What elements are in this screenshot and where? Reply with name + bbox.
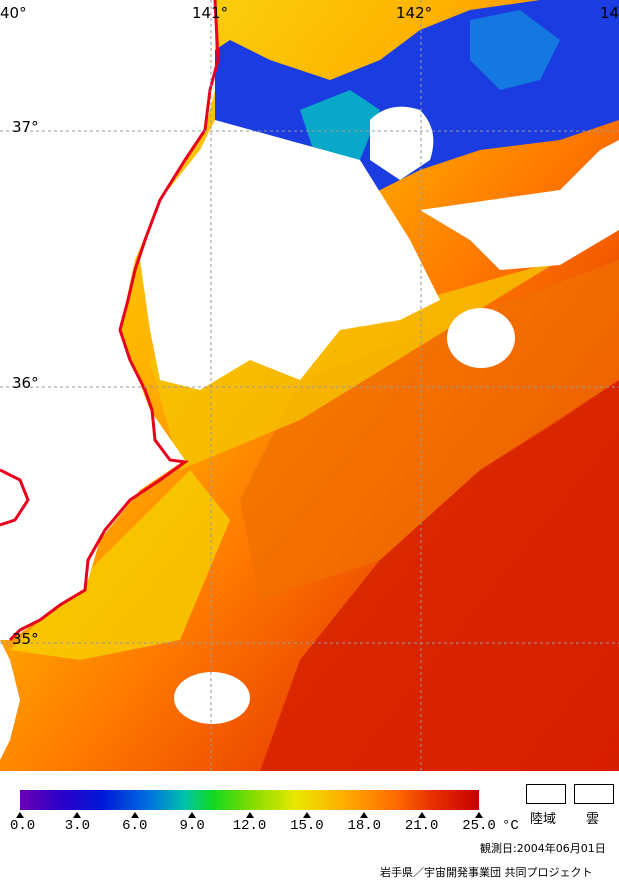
yellow-sea-band xyxy=(150,260,560,470)
colorbar-tick-label: 6.0 xyxy=(122,818,148,834)
land-legend-swatch xyxy=(526,784,566,804)
cloud-legend-swatch xyxy=(574,784,614,804)
credit-text: 岩手県／宇宙開発事業団 共同プロジェクト xyxy=(380,866,593,879)
temperature-colorbar xyxy=(20,790,479,810)
cloud-area-3 xyxy=(420,140,619,270)
longitude-label-142: 142° xyxy=(396,4,433,22)
colorbar-tick-label: 25.0 xyxy=(462,818,496,834)
observation-date: 観測日:2004年06月01日 xyxy=(480,842,606,855)
land-boso-tip xyxy=(0,640,20,760)
cloud-area-2 xyxy=(370,106,434,180)
latitude-label-37: 37° xyxy=(12,118,39,136)
coastline-west-patch xyxy=(0,468,30,527)
colorbar-tick xyxy=(188,812,197,818)
latitude-label-36: 36° xyxy=(12,374,39,392)
colorbar-tick xyxy=(245,812,254,818)
hot-sea-area xyxy=(260,380,619,771)
land-area xyxy=(0,0,215,640)
colorbar-tick-label: 18.0 xyxy=(347,818,382,834)
colorbar-tick xyxy=(302,812,311,818)
land-legend-label: 陸域 xyxy=(530,812,557,827)
cloud-legend-label: 雲 xyxy=(586,812,600,827)
colorbar-tick xyxy=(130,812,139,818)
longitude-label-140: 40° xyxy=(0,4,27,22)
colorbar-tick xyxy=(360,812,369,818)
colorbar-tick-label: 21.0 xyxy=(404,818,439,834)
cloud-area xyxy=(140,120,440,390)
latitude-label-35: 35° xyxy=(12,630,39,648)
colorbar-tick xyxy=(73,812,82,818)
orange-sea-band xyxy=(240,260,619,600)
colorbar-tick xyxy=(475,812,483,818)
longitude-label-143: 14 xyxy=(600,4,619,22)
colorbar-tick-label: 12.0 xyxy=(232,818,267,834)
graticule xyxy=(0,0,619,771)
colorbar-tick-label: 9.0 xyxy=(179,818,205,834)
cloud-circle-south xyxy=(174,672,250,724)
coastline xyxy=(8,0,220,642)
coastal-yellow-band xyxy=(10,470,230,660)
cloud-circle xyxy=(447,308,515,368)
colorbar-unit: °C xyxy=(502,818,519,834)
colorbar-tick-label: 3.0 xyxy=(64,818,90,834)
longitude-label-141: 141° xyxy=(192,4,229,22)
cool-water-patches-2 xyxy=(470,10,560,90)
colorbar-tick xyxy=(16,812,24,818)
sea-surface-temperature-map xyxy=(0,0,619,771)
colorbar-tick xyxy=(417,812,426,818)
colorbar-tick-label: 15.0 xyxy=(290,818,324,834)
colorbar-tick-label: 0.0 xyxy=(10,818,36,834)
